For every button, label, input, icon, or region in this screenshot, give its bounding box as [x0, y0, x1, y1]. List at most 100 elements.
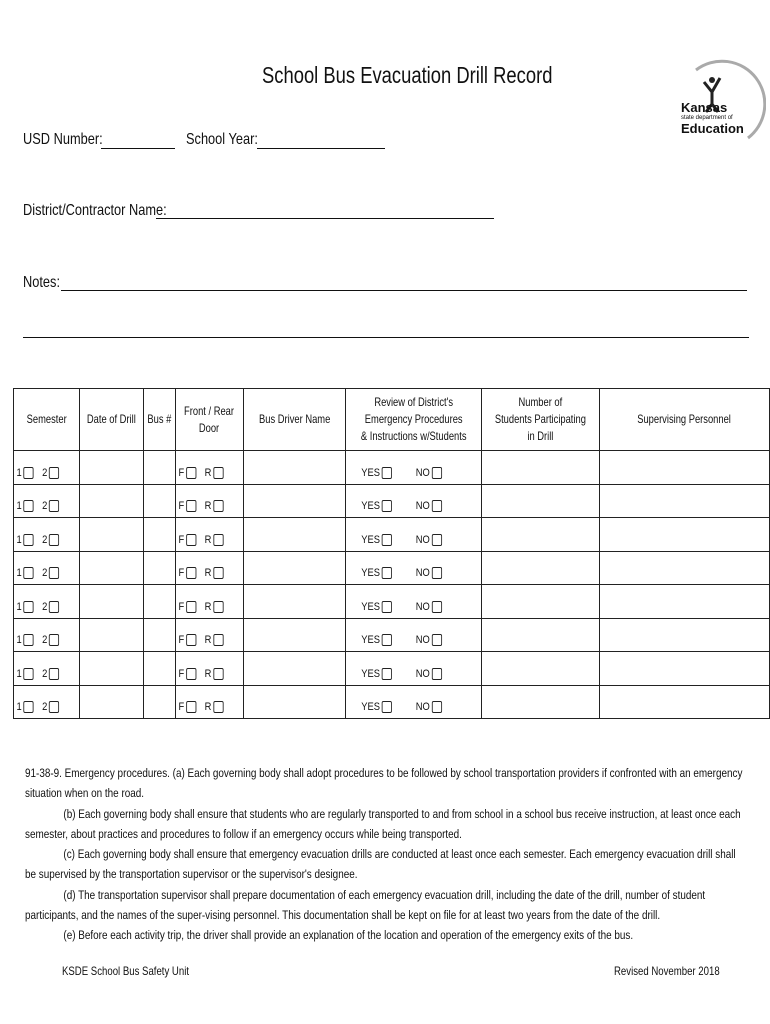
semester-1-checkbox[interactable] [23, 533, 34, 546]
cell-bus-number[interactable] [142, 483, 176, 518]
semester-2-checkbox[interactable] [49, 533, 60, 546]
rear-door-checkbox[interactable] [212, 634, 223, 646]
header-line: & Instructions w/Students [360, 429, 467, 443]
review-no-checkbox[interactable] [431, 500, 442, 512]
review-no-checkbox[interactable] [431, 701, 442, 713]
cell-bus-number[interactable] [142, 651, 176, 686]
cell-bus-number[interactable] [142, 450, 176, 485]
semester-2-checkbox[interactable] [49, 634, 60, 646]
cell-students-participating[interactable] [481, 450, 600, 485]
notes-field[interactable] [61, 276, 747, 291]
semester-1-checkbox[interactable] [23, 667, 34, 680]
semester-1-checkbox[interactable] [23, 567, 34, 579]
semester-1-label: 1 [16, 701, 22, 713]
semester-2-label: 2 [42, 600, 48, 613]
cell-bus-number[interactable] [142, 550, 176, 585]
semester-1-checkbox[interactable] [23, 500, 34, 512]
review-yes-checkbox[interactable] [381, 567, 392, 579]
cell-bus-driver-name[interactable] [243, 617, 346, 652]
review-no-checkbox[interactable] [431, 667, 442, 680]
front-door-checkbox[interactable] [185, 600, 196, 613]
review-yes-checkbox[interactable] [381, 634, 392, 646]
cell-students-participating[interactable] [481, 517, 600, 552]
review-no-label: NO [415, 701, 430, 713]
cell-supervising-personnel[interactable] [598, 651, 770, 686]
cell-bus-driver-name[interactable] [243, 651, 346, 686]
semester-1-checkbox[interactable] [23, 701, 34, 713]
cell-date-of-drill[interactable] [79, 584, 144, 619]
front-door-checkbox[interactable] [185, 500, 196, 512]
cell-students-participating[interactable] [481, 684, 600, 719]
semester-2-checkbox[interactable] [49, 567, 60, 579]
review-yes-checkbox[interactable] [381, 701, 392, 713]
cell-bus-number[interactable] [142, 517, 176, 552]
cell-bus-number[interactable] [142, 584, 176, 619]
semester-2-checkbox[interactable] [49, 500, 60, 512]
front-door-checkbox[interactable] [185, 701, 196, 713]
semester-2-checkbox[interactable] [49, 701, 60, 713]
cell-students-participating[interactable] [481, 483, 600, 518]
cell-students-participating[interactable] [481, 550, 600, 585]
notes-field-line-2[interactable] [23, 323, 749, 338]
school-year-field[interactable] [257, 134, 385, 149]
cell-date-of-drill[interactable] [79, 684, 144, 719]
review-yes-checkbox[interactable] [381, 500, 392, 512]
cell-supervising-personnel[interactable] [598, 617, 770, 652]
cell-bus-driver-name[interactable] [243, 684, 346, 719]
review-no-checkbox[interactable] [431, 533, 442, 546]
cell-date-of-drill[interactable] [79, 517, 144, 552]
front-door-checkbox[interactable] [185, 667, 196, 680]
cell-students-participating[interactable] [481, 584, 600, 619]
semester-2-checkbox[interactable] [49, 667, 60, 680]
cell-supervising-personnel[interactable] [598, 450, 770, 485]
header-students-participating: Number of Students Participating in Drill [481, 388, 600, 451]
front-door-checkbox[interactable] [185, 533, 196, 546]
front-door-label: F [178, 500, 184, 512]
usd-number-field[interactable] [101, 134, 175, 149]
review-yes-checkbox[interactable] [381, 533, 392, 546]
review-no-checkbox[interactable] [431, 634, 442, 646]
front-door-checkbox[interactable] [185, 466, 196, 479]
semester-1-checkbox[interactable] [23, 466, 34, 479]
semester-2-checkbox[interactable] [49, 600, 60, 613]
rear-door-checkbox[interactable] [212, 701, 223, 713]
review-yes-checkbox[interactable] [381, 466, 392, 479]
cell-date-of-drill[interactable] [79, 450, 144, 485]
rear-door-checkbox[interactable] [212, 466, 223, 479]
review-no-checkbox[interactable] [431, 600, 442, 613]
review-yes-checkbox[interactable] [381, 667, 392, 680]
cell-students-participating[interactable] [481, 651, 600, 686]
cell-bus-driver-name[interactable] [243, 550, 346, 585]
review-no-checkbox[interactable] [431, 567, 442, 579]
cell-bus-number[interactable] [142, 684, 176, 719]
semester-1-checkbox[interactable] [23, 600, 34, 613]
cell-bus-driver-name[interactable] [243, 584, 346, 619]
cell-supervising-personnel[interactable] [598, 517, 770, 552]
cell-date-of-drill[interactable] [79, 550, 144, 585]
rear-door-checkbox[interactable] [212, 667, 223, 680]
cell-bus-driver-name[interactable] [243, 450, 346, 485]
district-name-field[interactable] [156, 204, 494, 219]
cell-bus-driver-name[interactable] [243, 483, 346, 518]
front-door-checkbox[interactable] [185, 634, 196, 646]
cell-date-of-drill[interactable] [79, 483, 144, 518]
cell-supervising-personnel[interactable] [598, 684, 770, 719]
cell-supervising-personnel[interactable] [598, 550, 770, 585]
cell-date-of-drill[interactable] [79, 651, 144, 686]
cell-bus-number[interactable] [142, 617, 176, 652]
cell-date-of-drill[interactable] [79, 617, 144, 652]
review-no-checkbox[interactable] [431, 466, 442, 479]
cell-bus-driver-name[interactable] [243, 517, 346, 552]
semester-2-checkbox[interactable] [49, 466, 60, 479]
cell-students-participating[interactable] [481, 617, 600, 652]
rear-door-checkbox[interactable] [212, 533, 223, 546]
rear-door-checkbox[interactable] [212, 567, 223, 579]
review-yes-checkbox[interactable] [381, 600, 392, 613]
rear-door-checkbox[interactable] [212, 600, 223, 613]
front-door-checkbox[interactable] [185, 567, 196, 579]
semester-1-checkbox[interactable] [23, 634, 34, 646]
cell-supervising-personnel[interactable] [598, 584, 770, 619]
rear-door-checkbox[interactable] [212, 500, 223, 512]
cell-supervising-personnel[interactable] [598, 483, 770, 518]
